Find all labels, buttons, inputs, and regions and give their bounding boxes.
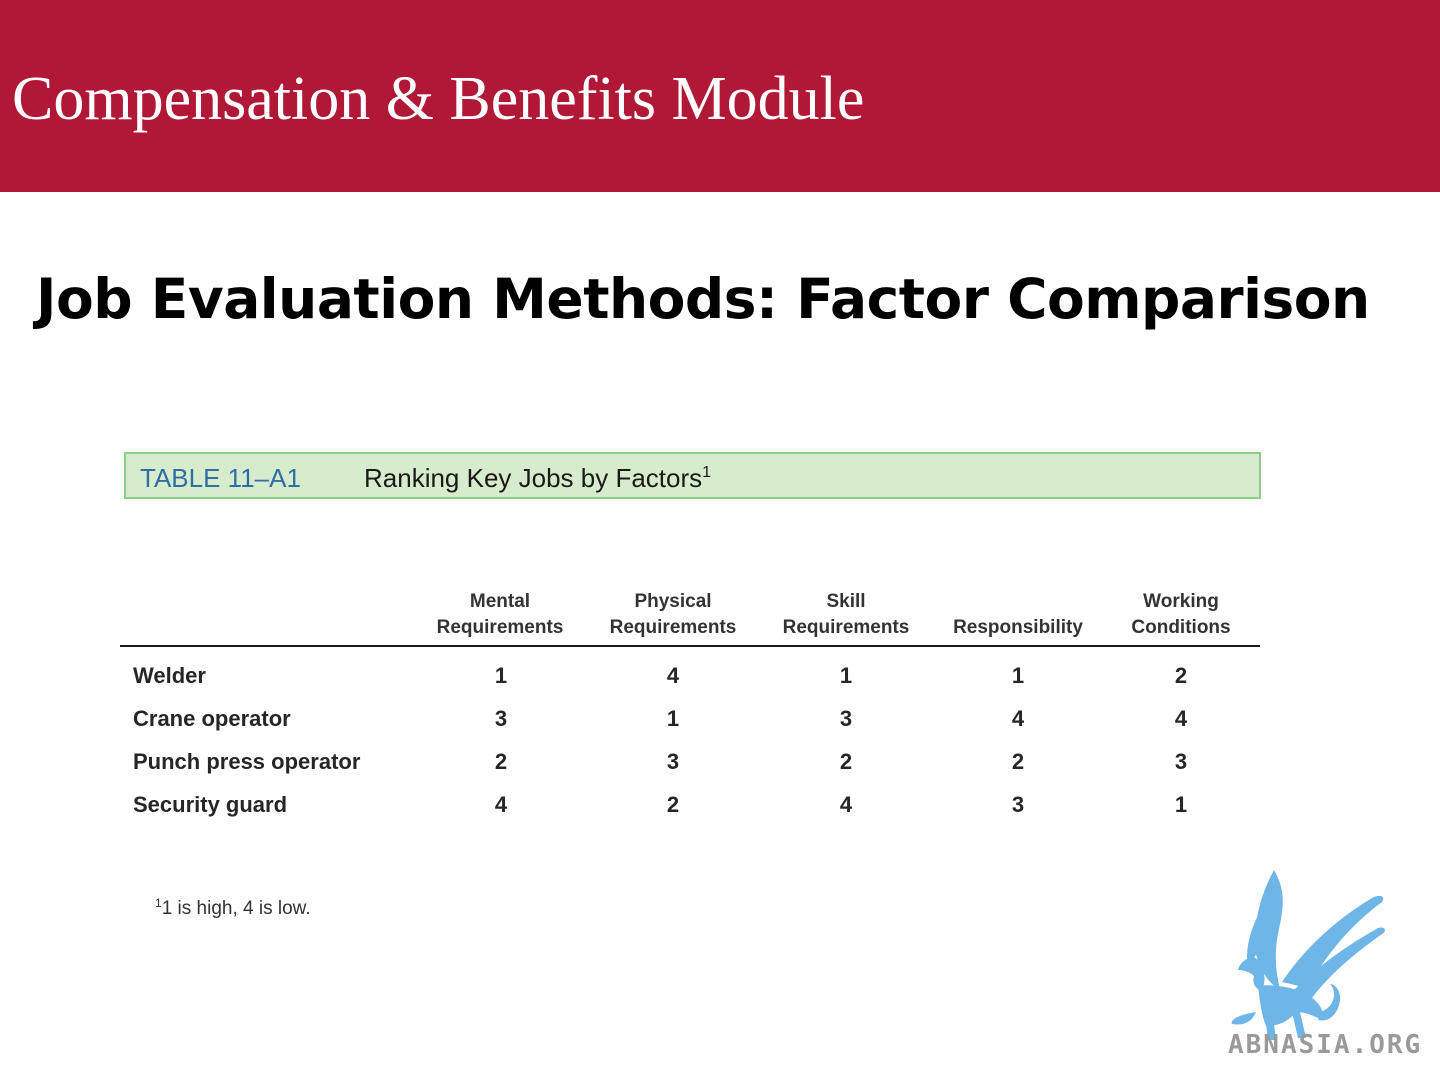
row-job-name: Welder xyxy=(133,663,206,688)
factor-comparison-table: Mental Requirements Physical Requirement… xyxy=(120,585,1260,831)
cell-physical: 1 xyxy=(666,706,680,731)
row-job-name: Crane operator xyxy=(133,706,291,731)
cell-responsibility: 3 xyxy=(1011,792,1025,817)
table-footnote: 11 is high, 4 is low. xyxy=(155,896,311,920)
cell-working-conditions: 3 xyxy=(1174,749,1188,774)
cell-working-conditions: 4 xyxy=(1174,706,1188,731)
cell-responsibility: 2 xyxy=(1011,749,1025,774)
footnote-mark: 1 xyxy=(155,896,162,910)
header-band: Compensation & Benefits Module xyxy=(0,0,1440,192)
table-caption-footnote-mark: 1 xyxy=(702,464,712,481)
cell-skill: 4 xyxy=(839,792,853,817)
table-body: Welder 1 4 1 1 2 Crane operator 3 1 3 4 … xyxy=(120,659,1260,831)
cell-mental: 4 xyxy=(494,792,508,817)
cell-mental: 1 xyxy=(494,663,508,688)
cell-responsibility: 4 xyxy=(1011,706,1025,731)
column-header-mental: Mental Requirements xyxy=(436,591,564,638)
table-row: Punch press operator 2 3 2 2 3 xyxy=(120,745,1260,788)
table-caption-number: TABLE 11–A1 xyxy=(140,463,301,493)
column-header-responsibility: Responsibility xyxy=(953,617,1083,638)
table-caption-title: Ranking Key Jobs by Factors xyxy=(364,463,703,493)
griffin-logo-icon xyxy=(1231,870,1385,1040)
column-header-skill: Skill Requirements xyxy=(782,591,910,638)
row-job-name: Security guard xyxy=(133,792,288,817)
table-row: Crane operator 3 1 3 4 4 xyxy=(120,702,1260,745)
cell-physical: 3 xyxy=(666,749,680,774)
table-header-row: Mental Requirements Physical Requirement… xyxy=(120,585,1260,647)
slide-title: Job Evaluation Methods: Factor Compariso… xyxy=(36,267,1370,331)
row-job-name: Punch press operator xyxy=(133,749,361,774)
cell-physical: 2 xyxy=(666,792,680,817)
cell-working-conditions: 1 xyxy=(1174,792,1188,817)
logo-text: ABNASIA.ORG xyxy=(1228,1030,1423,1060)
table-caption-title-wrap: Ranking Key Jobs by Factors1 xyxy=(364,463,711,494)
cell-skill: 1 xyxy=(839,663,853,688)
cell-working-conditions: 2 xyxy=(1174,663,1188,688)
cell-skill: 2 xyxy=(839,749,853,774)
cell-physical: 4 xyxy=(666,663,680,688)
column-header-physical: Physical Requirements xyxy=(609,591,737,638)
cell-mental: 2 xyxy=(494,749,508,774)
cell-skill: 3 xyxy=(839,706,853,731)
header-title: Compensation & Benefits Module xyxy=(12,65,865,133)
cell-mental: 3 xyxy=(494,706,508,731)
table-row: Welder 1 4 1 1 2 xyxy=(120,659,1260,702)
column-header-working-conditions: Working Conditions xyxy=(1131,591,1231,638)
cell-responsibility: 1 xyxy=(1011,663,1025,688)
table-row: Security guard 4 2 4 3 1 xyxy=(120,788,1260,831)
footnote-text: 1 is high, 4 is low. xyxy=(161,898,311,919)
table-caption: TABLE 11–A1 Ranking Key Jobs by Factors1 xyxy=(124,452,1261,499)
